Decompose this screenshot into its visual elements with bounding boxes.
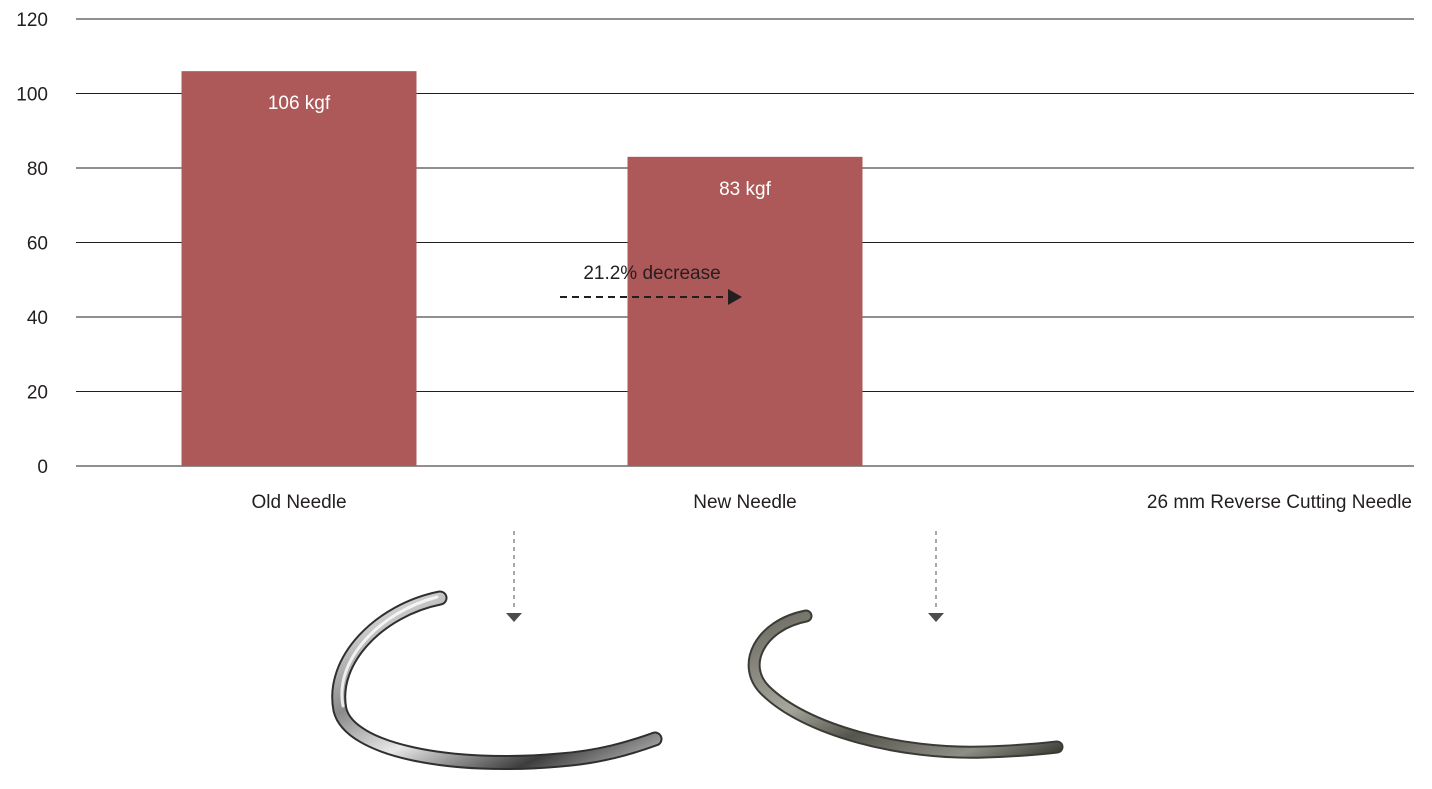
decrease-arrow-icon	[560, 289, 742, 305]
y-tick-label: 80	[27, 159, 48, 180]
new-needle-pointer-icon	[928, 531, 944, 622]
old-needle-photo	[331, 590, 663, 771]
bar-value-label: 83 kgf	[719, 179, 771, 200]
y-tick-label: 60	[27, 234, 48, 255]
y-tick-label: 40	[27, 308, 48, 329]
bars	[181, 71, 863, 467]
y-tick-label: 0	[37, 457, 48, 478]
decrease-annotation: 21.2% decrease	[583, 263, 720, 284]
x-category-label: New Needle	[693, 492, 797, 513]
bar	[181, 71, 417, 467]
new-needle-photo	[747, 609, 1064, 759]
data-labels: 106 kgf 83 kgf	[268, 93, 772, 200]
x-category-label: 26 mm Reverse Cutting Needle	[1147, 492, 1412, 513]
old-needle-pointer-icon	[506, 531, 522, 622]
y-tick-label: 100	[16, 85, 48, 106]
y-axis-ticks: 0 20 40 60 80 100 120	[16, 10, 48, 478]
y-tick-label: 20	[27, 383, 48, 404]
x-category-label: Old Needle	[251, 492, 346, 513]
bar	[627, 156, 863, 466]
bar-value-label: 106 kgf	[268, 93, 331, 114]
y-tick-label: 120	[16, 10, 48, 31]
x-axis-categories: Old Needle New Needle 26 mm Reverse Cuttin…	[251, 492, 1412, 513]
